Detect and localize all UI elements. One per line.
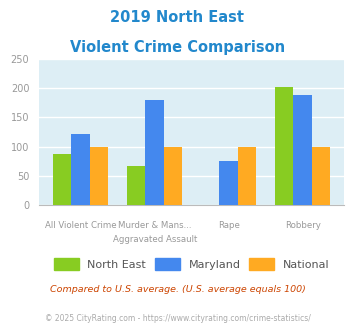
Bar xyxy=(312,147,331,205)
Text: Robbery: Robbery xyxy=(285,221,321,230)
Text: © 2025 CityRating.com - https://www.cityrating.com/crime-statistics/: © 2025 CityRating.com - https://www.city… xyxy=(45,314,310,323)
Legend: North East, Maryland, National: North East, Maryland, National xyxy=(50,254,334,274)
Text: Compared to U.S. average. (U.S. average equals 100): Compared to U.S. average. (U.S. average … xyxy=(50,285,305,294)
Bar xyxy=(294,95,312,205)
Bar xyxy=(219,161,238,205)
Bar xyxy=(127,166,146,205)
Text: Violent Crime Comparison: Violent Crime Comparison xyxy=(70,40,285,54)
Bar xyxy=(90,147,108,205)
Bar xyxy=(146,100,164,205)
Text: Rape: Rape xyxy=(218,221,240,230)
Bar xyxy=(238,147,256,205)
Text: Aggravated Assault: Aggravated Assault xyxy=(113,235,197,244)
Bar xyxy=(71,134,90,205)
Bar xyxy=(53,154,71,205)
Text: All Violent Crime: All Violent Crime xyxy=(45,221,116,230)
Bar xyxy=(164,147,182,205)
Text: 2019 North East: 2019 North East xyxy=(110,10,245,25)
Bar xyxy=(275,87,294,205)
Text: Murder & Mans...: Murder & Mans... xyxy=(118,221,191,230)
